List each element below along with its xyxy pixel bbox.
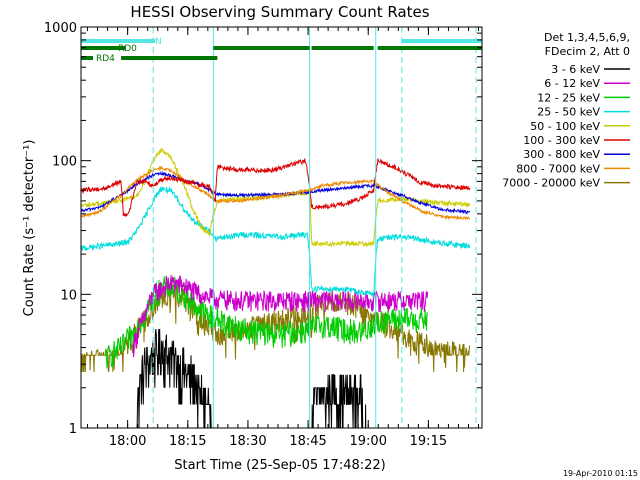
- legend-label: 6 - 12 keV: [544, 77, 600, 90]
- legend-label: 25 - 50 keV: [537, 106, 600, 119]
- legend-header-line-2: FDecim 2, Att 0: [545, 45, 630, 58]
- plot-frame: [80, 26, 483, 429]
- legend-label: 800 - 7000 keV: [516, 162, 600, 175]
- series-line-3-6-kev: [134, 328, 369, 428]
- y-tick-label: 1: [69, 422, 77, 437]
- legend-label: 100 - 300 keV: [523, 134, 600, 147]
- legend-label: 7000 - 20000 keV: [502, 177, 600, 190]
- series-line-100-300-kev: [81, 158, 471, 217]
- chart-title: HESSI Observing Summary Count Rates: [130, 3, 429, 21]
- y-tick-label: 1000: [44, 21, 77, 36]
- x-axis-label: Start Time (25-Sep-05 17:48:22): [174, 458, 385, 473]
- series-line-800-7000-kev: [81, 165, 470, 221]
- x-tick-label: 18:30: [229, 434, 266, 449]
- series-line-6-12-kev: [132, 274, 429, 358]
- legend-label: 3 - 6 keV: [551, 63, 600, 76]
- y-tick-label: 100: [52, 155, 77, 170]
- legend-label: 12 - 25 keV: [537, 91, 600, 104]
- timestamp: 19-Apr-2010 01:15: [563, 469, 638, 478]
- y-axis-label: Count Rate (s⁻¹ detector⁻¹): [22, 140, 37, 317]
- x-tick-label: 18:00: [109, 434, 146, 449]
- series-line-25-50-kev: [81, 186, 471, 299]
- x-tick-label: 19:15: [410, 434, 447, 449]
- series-line-300-800-kev: [81, 170, 471, 215]
- x-tick-label: 19:00: [350, 434, 387, 449]
- x-tick-label: 18:15: [169, 434, 206, 449]
- x-tick-label: 18:45: [289, 434, 326, 449]
- legend-label: 300 - 800 keV: [523, 148, 600, 161]
- legend-label: 50 - 100 keV: [530, 120, 600, 133]
- legend-header-line-1: Det 1,3,4,5,6,9,: [544, 31, 630, 44]
- y-tick-label: 10: [60, 288, 77, 303]
- flag-label-n: N: [155, 37, 162, 47]
- flag-label-rd0: RD0: [118, 44, 137, 54]
- flag-label-rd4: RD4: [96, 54, 115, 64]
